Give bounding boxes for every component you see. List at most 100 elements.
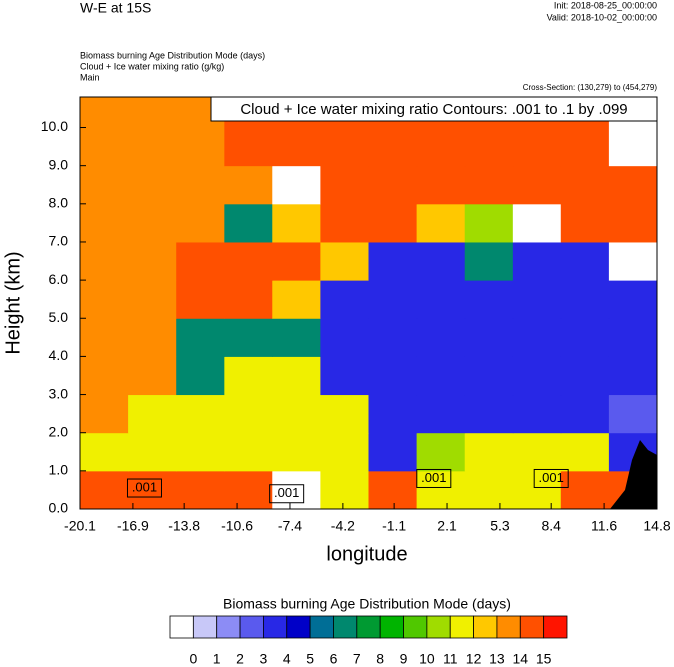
- cell: [176, 318, 225, 357]
- cell: [128, 127, 177, 167]
- contour-label: .001: [132, 479, 157, 494]
- cell: [272, 394, 321, 434]
- cell: [512, 280, 562, 319]
- x-tick-label: -10.6: [221, 518, 253, 534]
- cell: [80, 127, 129, 167]
- cell: [176, 470, 225, 510]
- cell: [320, 165, 369, 205]
- cell: [320, 127, 369, 167]
- cell: [320, 394, 369, 434]
- cell: [368, 127, 418, 167]
- y-tick-label: 8.0: [49, 195, 69, 211]
- x-tick-label: 8.4: [541, 518, 561, 534]
- cell: [368, 203, 418, 243]
- cell: [416, 318, 466, 357]
- cell: [224, 318, 273, 357]
- cell: [128, 165, 177, 205]
- cell: [320, 203, 369, 243]
- cell: [224, 165, 273, 205]
- y-tick-label: 7.0: [49, 233, 69, 249]
- cell: [128, 241, 177, 281]
- colorbar-box: [263, 615, 288, 639]
- colorbar-box: [496, 615, 521, 639]
- cell: [560, 356, 610, 396]
- cell: [224, 203, 273, 243]
- colorbar-label: 7: [353, 651, 361, 667]
- cell: [512, 356, 562, 396]
- cell: [368, 318, 418, 357]
- cell: [272, 432, 321, 472]
- cell: [560, 394, 610, 434]
- cell: [128, 280, 177, 319]
- cell: [80, 203, 129, 243]
- field: [80, 97, 658, 510]
- cell: [560, 165, 610, 205]
- contour-label-box: [269, 484, 305, 504]
- cell: [80, 432, 129, 472]
- cell: [512, 432, 562, 472]
- cell: [128, 318, 177, 357]
- cell: [176, 394, 225, 434]
- cell: [464, 280, 514, 319]
- cell: [416, 127, 466, 167]
- cross-section: Cross-Section: (130,279) to (454,279): [523, 83, 658, 92]
- colorbar-box: [449, 615, 474, 639]
- contour-label: .001: [539, 470, 564, 485]
- cell: [416, 394, 466, 434]
- cell: [608, 394, 658, 434]
- y-tick-label: 0.0: [49, 500, 69, 516]
- cell: [176, 432, 225, 472]
- colorbar-box: [239, 615, 264, 639]
- y-tick-label: 1.0: [49, 462, 69, 478]
- cell: [512, 318, 562, 357]
- cell: [464, 356, 514, 396]
- cell: [176, 165, 225, 205]
- x-tick-label: -16.9: [117, 518, 149, 534]
- cell: [128, 203, 177, 243]
- cell: [608, 165, 658, 205]
- contour-label: .001: [421, 470, 446, 485]
- cell: [368, 470, 418, 510]
- cell: [560, 280, 610, 319]
- cell: [176, 203, 225, 243]
- cell: [416, 241, 466, 281]
- x-tick-label: -20.1: [64, 518, 96, 534]
- colorbar-label: 2: [236, 651, 244, 667]
- cell: [320, 241, 369, 281]
- cell: [560, 470, 610, 510]
- cell: [560, 127, 610, 167]
- cell: [272, 356, 321, 396]
- cell: [224, 127, 273, 167]
- colorbar-box: [403, 615, 428, 639]
- y-tick-label: 2.0: [49, 423, 69, 439]
- cell: [368, 394, 418, 434]
- cell: [560, 203, 610, 243]
- colorbar-label: 10: [419, 651, 435, 667]
- colorbar-box: [543, 615, 568, 639]
- cell: [320, 432, 369, 472]
- subtitle: Main: [80, 72, 100, 82]
- cell: [560, 432, 610, 472]
- cell: [512, 394, 562, 434]
- y-tick-label: 3.0: [49, 385, 69, 401]
- cell: [224, 241, 273, 281]
- colorbar-label: 12: [466, 651, 482, 667]
- colorbar-box: [216, 615, 241, 639]
- cell: [272, 280, 321, 319]
- y-tick-label: 6.0: [49, 271, 69, 287]
- cell: [416, 470, 466, 510]
- valid-time: Valid: 2018-10-02_00:00:00: [547, 12, 657, 22]
- colorbar-label: 4: [283, 651, 291, 667]
- cell: [80, 241, 129, 281]
- cell: [464, 203, 514, 243]
- cell: [128, 470, 177, 510]
- cell: [80, 97, 129, 129]
- annotation: Cloud + Ice water mixing ratio Contours:…: [240, 101, 627, 118]
- cell: [464, 394, 514, 434]
- cell: [464, 318, 514, 357]
- x-tick-label: 11.6: [591, 518, 617, 534]
- cell: [80, 318, 129, 357]
- cell: [80, 470, 129, 510]
- colorbar-box: [192, 615, 218, 639]
- cell: [224, 432, 273, 472]
